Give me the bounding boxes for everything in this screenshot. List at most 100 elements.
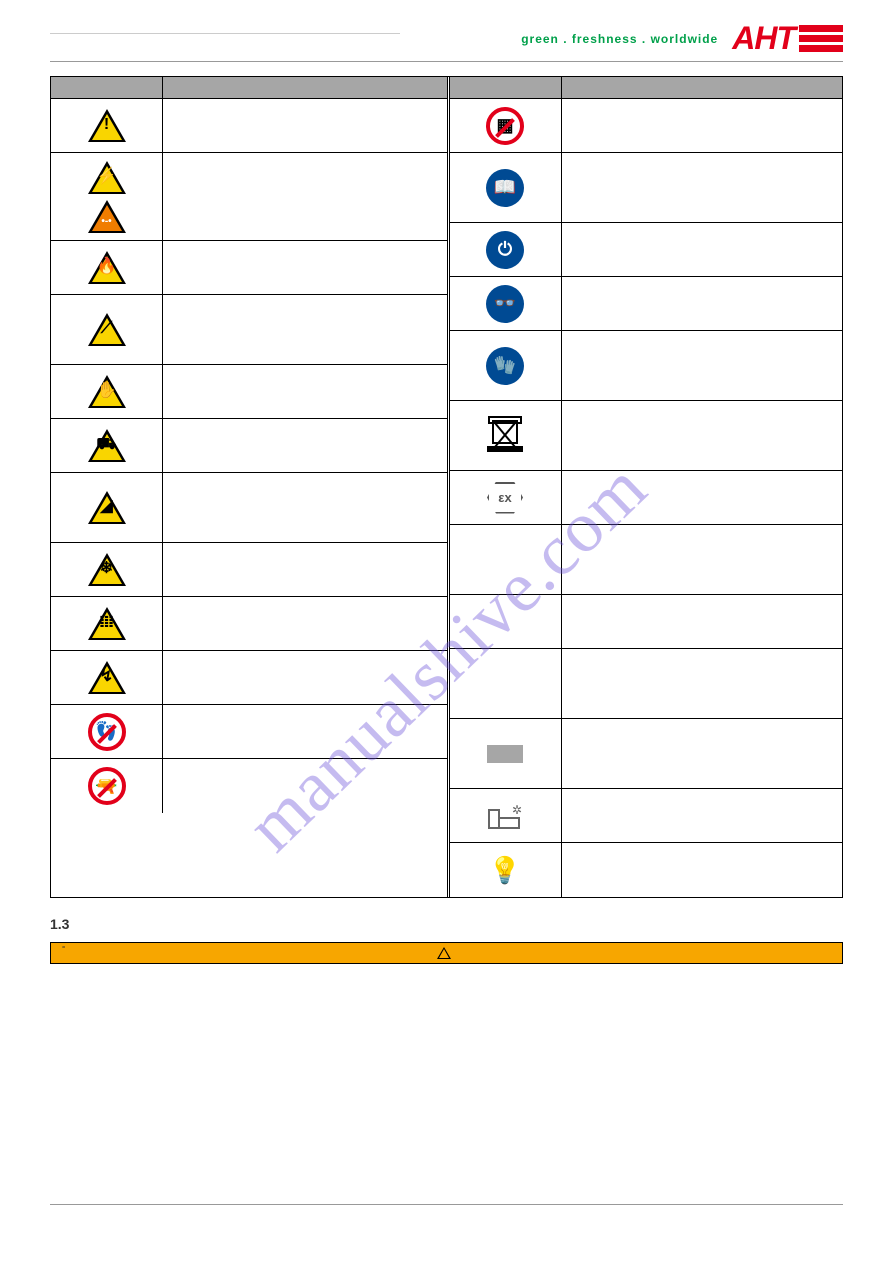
warning-triangle-icon: ↯ bbox=[88, 661, 126, 694]
brand-tagline: green . freshness . worldwide bbox=[521, 32, 718, 46]
table-row: ! bbox=[51, 99, 447, 153]
table-row bbox=[450, 525, 843, 595]
mandatory-icon: ⏻ bbox=[486, 231, 524, 269]
symbol-cell: ⟋ bbox=[51, 295, 163, 364]
description-cell bbox=[163, 419, 447, 472]
table-row bbox=[450, 649, 843, 719]
col-header-symbol bbox=[450, 77, 562, 98]
mandatory-icon: 🧤 bbox=[486, 347, 524, 385]
mandatory-icon: 👓 bbox=[486, 285, 524, 323]
prohibit-icon: 🔫 bbox=[88, 767, 126, 805]
col-header-symbol bbox=[51, 77, 163, 98]
symbol-cell: ↯ bbox=[51, 651, 163, 704]
description-cell bbox=[562, 223, 843, 276]
description-cell bbox=[562, 649, 843, 718]
symbol-cell: 🔥 bbox=[51, 241, 163, 294]
description-cell bbox=[163, 597, 447, 650]
atex-hex-icon: εx bbox=[487, 482, 523, 514]
description-cell bbox=[562, 595, 843, 648]
table-row: ⚡ •-• bbox=[51, 153, 447, 241]
warning-triangle-icon: 🔥 bbox=[88, 251, 126, 284]
table-col-right: ▦ 📖 ⏻ 👓 🧤 εx bbox=[447, 77, 843, 897]
table-row: ✋ bbox=[51, 365, 447, 419]
symbol-cell: ◢ bbox=[51, 473, 163, 542]
symbol-cell: ⏻ bbox=[450, 223, 562, 276]
description-cell bbox=[163, 473, 447, 542]
warning-triangle-orange-icon: •-• bbox=[88, 200, 126, 233]
table-row: εx bbox=[450, 471, 843, 525]
page: green . freshness . worldwide AHT ! ⚡ •-… bbox=[0, 0, 893, 994]
description-cell bbox=[562, 789, 843, 842]
symbol-cell bbox=[450, 719, 562, 788]
table-row bbox=[450, 719, 843, 789]
table-row: ⟋ bbox=[51, 295, 447, 365]
table-row: ❄ bbox=[51, 543, 447, 597]
symbol-cell bbox=[450, 595, 562, 648]
warning-triangle-icon: ! bbox=[88, 109, 126, 142]
symbol-cell: ▦ bbox=[450, 99, 562, 152]
section-number: 1.3 bbox=[50, 916, 69, 932]
table-row: 🔫 bbox=[51, 759, 447, 813]
symbol-cell: ❄ bbox=[51, 543, 163, 596]
symbol-cell: 𝍖 bbox=[51, 597, 163, 650]
description-cell bbox=[163, 295, 447, 364]
symbol-cell: ✲ bbox=[450, 789, 562, 842]
weee-icon bbox=[487, 420, 523, 452]
table-row: ⛟ bbox=[51, 419, 447, 473]
symbol-cell: 💡 bbox=[450, 843, 562, 897]
warning-triangle-icon: ⚡ bbox=[88, 161, 126, 194]
table-row: 🧤 bbox=[450, 331, 843, 401]
table-row: ▦ bbox=[450, 99, 843, 153]
symbol-cell bbox=[450, 401, 562, 470]
description-cell bbox=[163, 543, 447, 596]
table-row: 📖 bbox=[450, 153, 843, 223]
brand-logo-bars bbox=[799, 25, 843, 52]
page-header: green . freshness . worldwide AHT bbox=[50, 20, 843, 61]
footer-rule bbox=[50, 1204, 843, 1205]
symbol-cell: 🧤 bbox=[450, 331, 562, 400]
description-cell bbox=[562, 331, 843, 400]
table-row: ✲ bbox=[450, 789, 843, 843]
description-cell bbox=[163, 365, 447, 418]
frost-icon: ✲ bbox=[488, 803, 522, 829]
symbol-cell: 👓 bbox=[450, 277, 562, 330]
description-cell bbox=[562, 525, 843, 594]
description-cell bbox=[562, 401, 843, 470]
description-cell bbox=[163, 759, 447, 813]
table-row: ◢ bbox=[51, 473, 447, 543]
brand-logo: AHT bbox=[732, 20, 843, 57]
description-cell bbox=[562, 843, 843, 897]
header-rule bbox=[50, 61, 843, 62]
table-row: 𝍖 bbox=[51, 597, 447, 651]
warning-triangle-icon: ⛟ bbox=[88, 429, 126, 462]
description-cell bbox=[562, 719, 843, 788]
grey-box-icon bbox=[487, 745, 523, 763]
symbol-cell: εx bbox=[450, 471, 562, 524]
table-row bbox=[450, 595, 843, 649]
table-row bbox=[450, 401, 843, 471]
brand-logo-text: AHT bbox=[732, 20, 795, 57]
section-heading: 1.3 bbox=[50, 916, 843, 932]
warning-triangle-icon: 𝍖 bbox=[88, 607, 126, 640]
prohibit-icon: 👣 bbox=[88, 713, 126, 751]
warning-triangle-icon: ⟋ bbox=[88, 313, 126, 346]
symbol-cell: ! bbox=[51, 99, 163, 152]
description-cell bbox=[163, 651, 447, 704]
description-cell bbox=[562, 471, 843, 524]
description-cell bbox=[163, 99, 447, 152]
table-row: 🔥 bbox=[51, 241, 447, 295]
warning-triangle-icon: ❄ bbox=[88, 553, 126, 586]
description-cell bbox=[163, 153, 447, 240]
description-cell bbox=[562, 99, 843, 152]
symbol-cell: ✋ bbox=[51, 365, 163, 418]
symbol-cell: 🔫 bbox=[51, 759, 163, 813]
bulb-icon: 💡 bbox=[489, 855, 521, 886]
symbol-cell bbox=[450, 525, 562, 594]
warning-triangle-icon: ◢ bbox=[88, 491, 126, 524]
table-row: 👓 bbox=[450, 277, 843, 331]
symbol-cell: ⛟ bbox=[51, 419, 163, 472]
table-header-row bbox=[450, 77, 843, 99]
description-cell bbox=[562, 277, 843, 330]
symbol-cell bbox=[450, 649, 562, 718]
table-row: 👣 bbox=[51, 705, 447, 759]
